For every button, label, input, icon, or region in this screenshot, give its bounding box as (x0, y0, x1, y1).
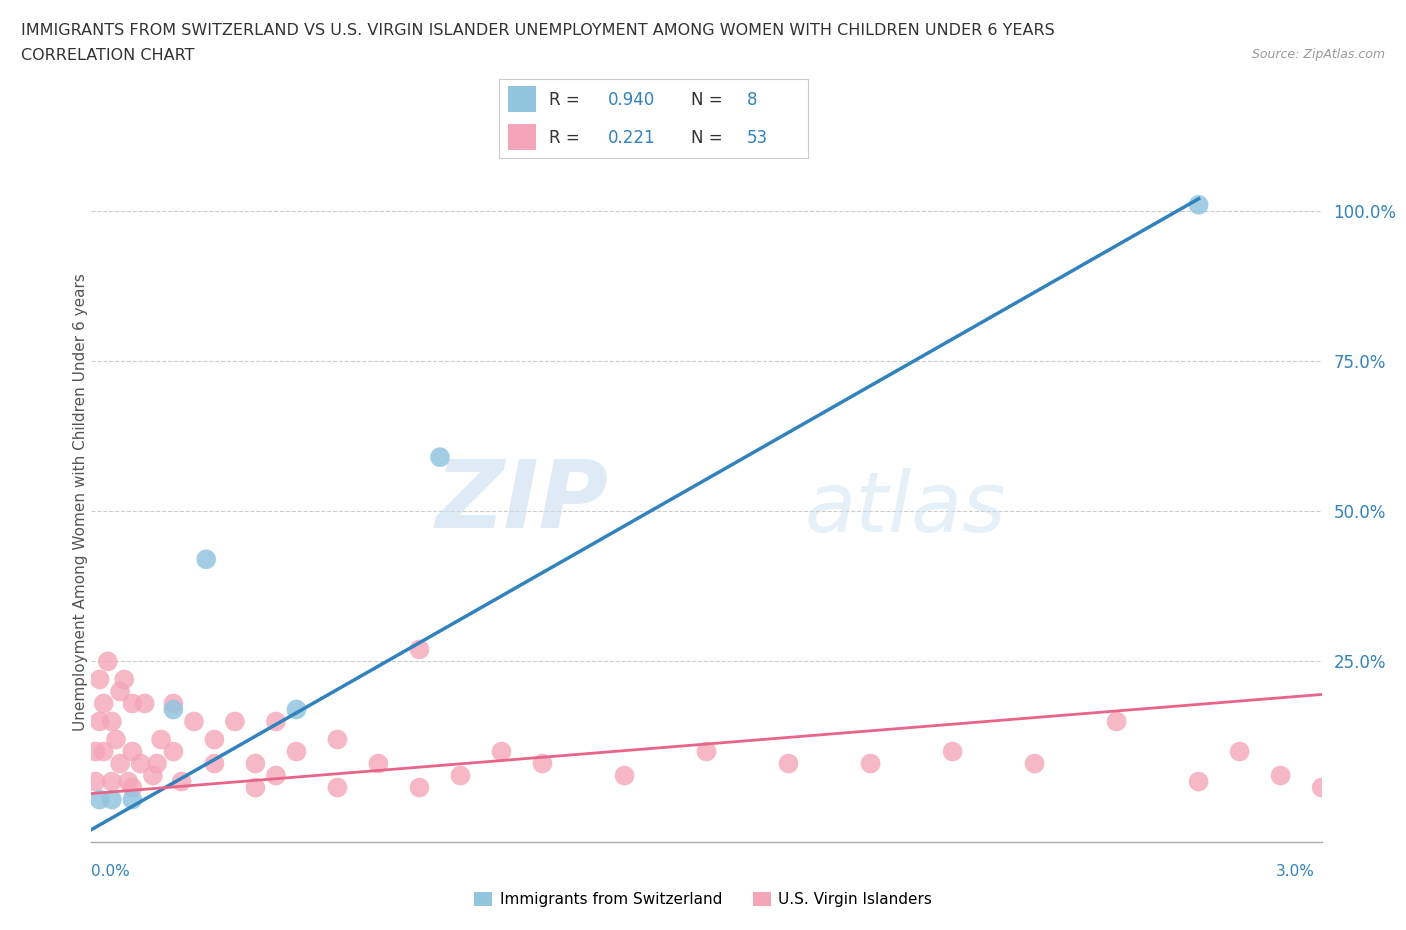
Point (367, 756, 389, 771)
Point (129, 756, 152, 771)
Legend: Immigrants from Switzerland, U.S. Virgin Islanders: Immigrants from Switzerland, U.S. Virgin… (468, 885, 938, 913)
Point (285, 702, 308, 717)
Point (108, 756, 131, 771)
Point (101, 792, 124, 807)
Text: 3.0%: 3.0% (1275, 864, 1315, 879)
Bar (509, 124, 536, 151)
Point (326, 780, 349, 795)
Text: N =: N = (690, 128, 723, 147)
Point (285, 744, 308, 759)
Point (134, 696, 156, 711)
Point (121, 792, 143, 807)
Point (183, 714, 205, 729)
Text: R =: R = (548, 90, 579, 109)
Point (89, 672, 111, 687)
Point (449, 768, 471, 783)
Point (84, 744, 107, 759)
Text: 8: 8 (747, 90, 756, 109)
Point (101, 714, 124, 729)
Point (695, 744, 717, 759)
Point (1270, 768, 1292, 783)
Point (150, 732, 173, 747)
Point (429, 450, 451, 465)
Point (202, 756, 225, 771)
Point (408, 780, 430, 795)
Point (264, 768, 287, 783)
Point (142, 768, 165, 783)
Text: CORRELATION CHART: CORRELATION CHART (21, 48, 194, 63)
Point (491, 744, 513, 759)
Point (105, 732, 127, 747)
Point (245, 756, 267, 771)
Text: 53: 53 (747, 128, 768, 147)
Point (117, 774, 139, 789)
Point (121, 780, 143, 795)
Point (778, 756, 800, 771)
Point (146, 756, 169, 771)
Point (93, 744, 115, 759)
Point (97, 654, 120, 669)
Point (942, 744, 965, 759)
Point (1187, 197, 1209, 212)
Point (1024, 756, 1046, 771)
Point (89, 792, 111, 807)
Point (93, 696, 115, 711)
Point (224, 714, 246, 729)
Text: N =: N = (690, 90, 723, 109)
Text: 0.0%: 0.0% (91, 864, 131, 879)
Text: IMMIGRANTS FROM SWITZERLAND VS U.S. VIRGIN ISLANDER UNEMPLOYMENT AMONG WOMEN WIT: IMMIGRANTS FROM SWITZERLAND VS U.S. VIRG… (21, 23, 1054, 38)
Point (613, 768, 636, 783)
Point (1229, 744, 1251, 759)
Point (112, 672, 135, 687)
Point (195, 551, 218, 566)
Point (1105, 714, 1128, 729)
Point (89, 714, 111, 729)
Point (326, 732, 349, 747)
Text: Source: ZipAtlas.com: Source: ZipAtlas.com (1251, 48, 1385, 61)
Point (121, 744, 143, 759)
Text: R =: R = (548, 128, 579, 147)
Point (121, 696, 143, 711)
Point (202, 732, 225, 747)
Point (1187, 774, 1209, 789)
Point (162, 696, 184, 711)
Point (408, 642, 430, 657)
Y-axis label: Unemployment Among Women with Children Under 6 years: Unemployment Among Women with Children U… (73, 273, 87, 731)
Point (859, 756, 882, 771)
Point (162, 702, 184, 717)
Point (84, 774, 107, 789)
Text: 0.221: 0.221 (607, 128, 655, 147)
Point (1310, 780, 1333, 795)
Point (264, 714, 287, 729)
Point (108, 684, 131, 698)
Point (170, 774, 193, 789)
Text: ZIP: ZIP (436, 457, 607, 548)
Point (162, 744, 184, 759)
Bar (509, 86, 536, 113)
Point (101, 774, 124, 789)
Text: 0.940: 0.940 (607, 90, 655, 109)
Point (245, 780, 267, 795)
Point (531, 756, 554, 771)
Text: atlas: atlas (804, 469, 1007, 550)
